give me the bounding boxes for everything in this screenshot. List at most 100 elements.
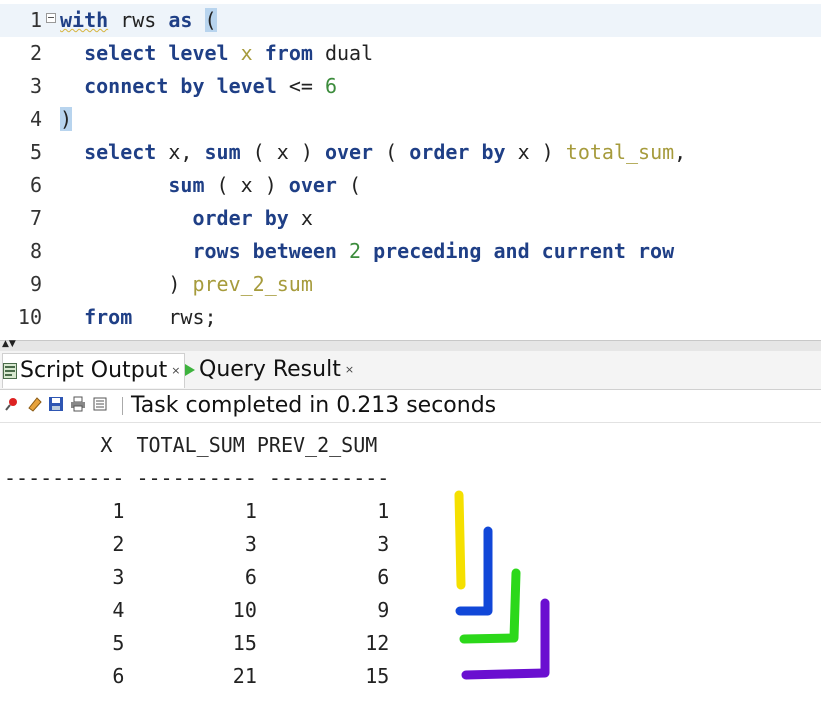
code-token — [229, 41, 241, 65]
code-token — [60, 305, 84, 329]
code-line[interactable]: select level x from dual — [60, 37, 373, 70]
code-token: ) — [60, 272, 193, 296]
line-number: 6 — [29, 173, 42, 197]
code-token: x ) — [505, 140, 566, 164]
code-token: order by — [192, 206, 289, 230]
code-token: <= — [276, 74, 325, 98]
code-token: prev_2_sum — [192, 272, 313, 296]
tab-script-output-label: Script Output — [20, 358, 168, 383]
code-token — [60, 173, 168, 197]
code-token: dual — [312, 41, 374, 65]
line-number: 3 — [29, 74, 42, 98]
output-toolbar: Task completed in 0.213 seconds — [0, 390, 821, 423]
code-token: ( x ) — [204, 173, 289, 197]
tab-script-output[interactable]: Script Output × — [2, 353, 186, 388]
code-token: from — [84, 305, 133, 329]
eraser-icon[interactable] — [26, 396, 42, 412]
code-token: order by — [409, 140, 506, 164]
line-number: 7 — [29, 206, 42, 230]
code-token — [253, 41, 265, 65]
line-number: 9 — [29, 272, 42, 296]
line-number: 10 — [17, 305, 42, 329]
output-row: 6 21 15 — [4, 664, 390, 688]
script-output-area[interactable]: X TOTAL_SUM PREV_2_SUM ---------- ------… — [0, 423, 821, 702]
annotation-mark-purple — [461, 598, 550, 680]
code-token: ( — [373, 140, 410, 164]
code-token: level — [168, 41, 229, 65]
output-row: 4 10 9 — [4, 598, 390, 622]
code-token — [60, 41, 84, 65]
code-token: sum — [204, 140, 241, 164]
code-token: sum — [168, 173, 205, 197]
code-token — [60, 74, 84, 98]
code-token: select — [84, 140, 157, 164]
clear-icon[interactable] — [92, 396, 108, 412]
code-token: ( — [336, 173, 362, 197]
output-divider: ---------- ---------- ---------- — [4, 466, 390, 490]
code-token: x — [288, 206, 313, 230]
code-line[interactable]: rows between 2 preceding and current row — [60, 235, 674, 268]
current-line-highlight — [0, 4, 821, 37]
code-token: total_sum — [565, 140, 675, 164]
annotation-mark-blue — [455, 526, 493, 616]
code-line[interactable]: connect by level <= 6 — [60, 70, 337, 103]
code-token — [60, 206, 192, 230]
code-token: level — [216, 74, 277, 98]
code-token: connect by — [84, 74, 205, 98]
run-query-icon — [185, 364, 195, 376]
code-token — [337, 239, 349, 263]
code-token: , — [674, 140, 687, 164]
line-number: 2 — [29, 41, 42, 65]
output-row: 3 6 6 — [4, 565, 390, 589]
output-tabs: Script Output × Query Result × — [0, 351, 821, 390]
code-token: as — [168, 8, 193, 32]
line-number: 1 — [29, 8, 42, 32]
annotation-mark-green — [459, 568, 521, 644]
code-line[interactable]: order by x — [60, 202, 313, 235]
code-token — [205, 74, 217, 98]
code-token: select — [84, 41, 157, 65]
code-token — [156, 41, 168, 65]
hand-drawn-annotations — [454, 490, 550, 680]
code-token: ) — [60, 107, 73, 131]
code-token — [60, 140, 84, 164]
code-line[interactable]: from rws; — [60, 301, 217, 334]
line-number: 5 — [29, 140, 42, 164]
code-token: ( x ) — [240, 140, 325, 164]
code-token: over — [324, 140, 374, 164]
code-token: 2 — [349, 239, 362, 263]
close-icon[interactable]: × — [171, 364, 181, 377]
output-row: 1 1 1 — [4, 499, 390, 523]
code-token — [60, 239, 192, 263]
splitter-arrows-icon[interactable]: ▲▼ — [2, 339, 16, 349]
code-token: x — [240, 41, 253, 65]
code-token: 6 — [324, 74, 337, 98]
code-line[interactable]: ) — [60, 103, 73, 136]
code-line[interactable]: sum ( x ) over ( — [60, 169, 361, 202]
status-message: Task completed in 0.213 seconds — [131, 393, 497, 418]
code-line[interactable]: select x, sum ( x ) over ( order by x ) … — [60, 136, 686, 169]
code-line[interactable]: with rws as ( — [60, 4, 217, 37]
pin-icon[interactable] — [4, 396, 20, 412]
code-token: x, — [156, 140, 205, 164]
sql-editor[interactable]: 1 2 3 4 5 6 7 8 9 10 with rws as ( select level x… — [0, 0, 821, 340]
save-icon[interactable] — [48, 396, 64, 412]
code-token: from — [264, 41, 313, 65]
code-token: rws — [108, 8, 169, 32]
tab-query-result-label: Query Result — [199, 357, 341, 382]
code-line[interactable]: ) prev_2_sum — [60, 268, 313, 301]
tab-query-result[interactable]: Query Result × — [184, 353, 354, 387]
code-token: preceding and current row — [373, 239, 675, 263]
print-icon[interactable] — [70, 396, 86, 412]
line-number: 8 — [29, 239, 42, 263]
close-icon[interactable]: × — [344, 363, 355, 376]
code-token: over — [288, 173, 337, 197]
script-output-icon — [3, 363, 17, 379]
output-header: X TOTAL_SUM PREV_2_SUM — [4, 433, 378, 457]
code-token: rws; — [132, 305, 217, 329]
output-row: 2 3 3 — [4, 532, 390, 556]
output-row: 5 15 12 — [4, 631, 390, 655]
code-token: ( — [204, 8, 217, 32]
code-token — [192, 8, 204, 32]
fold-toggle-icon[interactable] — [46, 13, 56, 23]
